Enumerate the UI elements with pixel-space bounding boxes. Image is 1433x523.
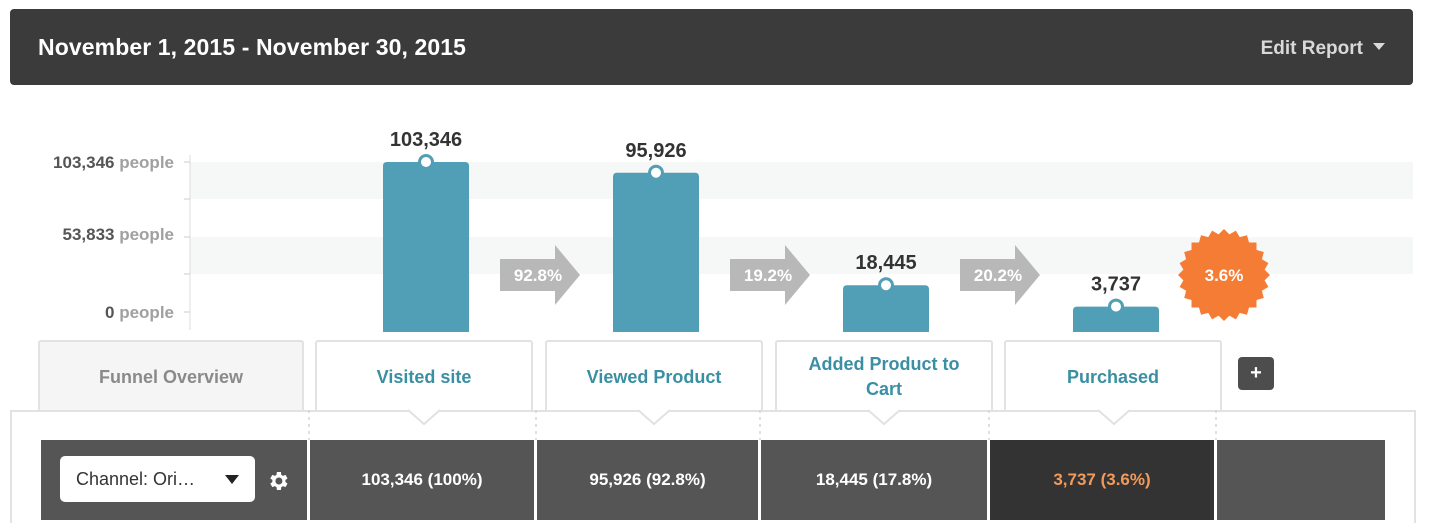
step-label: Viewed Product: [586, 366, 722, 387]
step-label: Visited site: [376, 366, 472, 387]
grid-band: [190, 162, 1413, 199]
add-step-button[interactable]: +: [1238, 357, 1274, 390]
step-label: Purchased: [1066, 366, 1160, 387]
y-tick-label: 53,833 people: [62, 225, 174, 244]
bar-point: [418, 154, 434, 170]
bar-value-label: 95,926: [625, 140, 686, 162]
bar: [1073, 306, 1159, 332]
bar-point: [878, 277, 894, 294]
bar-point: [1108, 298, 1124, 315]
table-cell: 103,346 (100%): [310, 440, 534, 520]
conversion-rate-label: 20.2%: [974, 266, 1022, 285]
tab-funnel-overview[interactable]: Funnel Overview: [38, 340, 304, 412]
step-purchased[interactable]: Purchased: [1004, 340, 1222, 412]
badge-starburst: [1178, 229, 1270, 321]
overall-conversion-label: 3.6%: [1205, 266, 1244, 285]
step-visited-site[interactable]: Visited site: [315, 340, 533, 412]
conversion-arrow: [730, 245, 810, 305]
chart-bars: 103,346 95,926 18,445 3,737: [383, 129, 1159, 332]
y-tick-label: 103,346 people: [53, 153, 174, 172]
funnel-chart: 103,346 people 53,833 people 0 people 103,…: [53, 129, 1413, 332]
bar: [613, 172, 699, 332]
y-axis: 103,346 people 53,833 people 0 people: [53, 153, 191, 330]
conversion-arrow: [960, 245, 1040, 305]
bar-value-label: 103,346: [390, 129, 462, 151]
step-label: Added Product to Cart: [808, 354, 960, 399]
edit-report-button[interactable]: Edit Report: [1261, 38, 1385, 60]
step-viewed-product[interactable]: Viewed Product: [545, 340, 763, 412]
bar: [843, 285, 929, 332]
gear-icon[interactable]: [266, 469, 290, 493]
segment-select[interactable]: Channel: Ori…: [60, 456, 255, 502]
caret-down-icon: [1373, 43, 1385, 50]
overall-conversion-badge: 3.6%: [1178, 229, 1270, 321]
segment-select-value: Channel: Ori…: [76, 468, 196, 489]
y-tick-label: 0 people: [105, 303, 174, 322]
conversion-arrows: 92.8% 19.2% 20.2%: [500, 245, 1040, 305]
caret-down-icon: [225, 475, 239, 484]
tab-funnel-overview-label: Funnel Overview: [98, 366, 244, 387]
bar: [383, 162, 469, 332]
step-added-product-to-cart[interactable]: Added Product to Cart: [775, 340, 993, 412]
table-cell: 18,445 (17.8%): [761, 440, 987, 520]
conversion-rate-label: 19.2%: [744, 266, 792, 285]
edit-report-label: Edit Report: [1260, 38, 1363, 59]
panel-dividers: [308, 409, 1217, 440]
conversion-rate-label: 92.8%: [514, 266, 562, 285]
bar-point: [648, 164, 664, 181]
conversion-arrow: [500, 245, 580, 305]
bar-value-label: 18,445: [855, 252, 916, 274]
date-range-title: November 1, 2015 - November 30, 2015: [38, 34, 467, 60]
table-cell: 95,926 (92.8%): [537, 440, 758, 520]
table-cell-empty: [1217, 440, 1385, 520]
table-cell-conversion: 3,737 (3.6%): [990, 440, 1214, 520]
report-header: November 1, 2015 - November 30, 2015 Edi…: [10, 9, 1413, 85]
bar-value-label: 3,737: [1091, 274, 1141, 296]
